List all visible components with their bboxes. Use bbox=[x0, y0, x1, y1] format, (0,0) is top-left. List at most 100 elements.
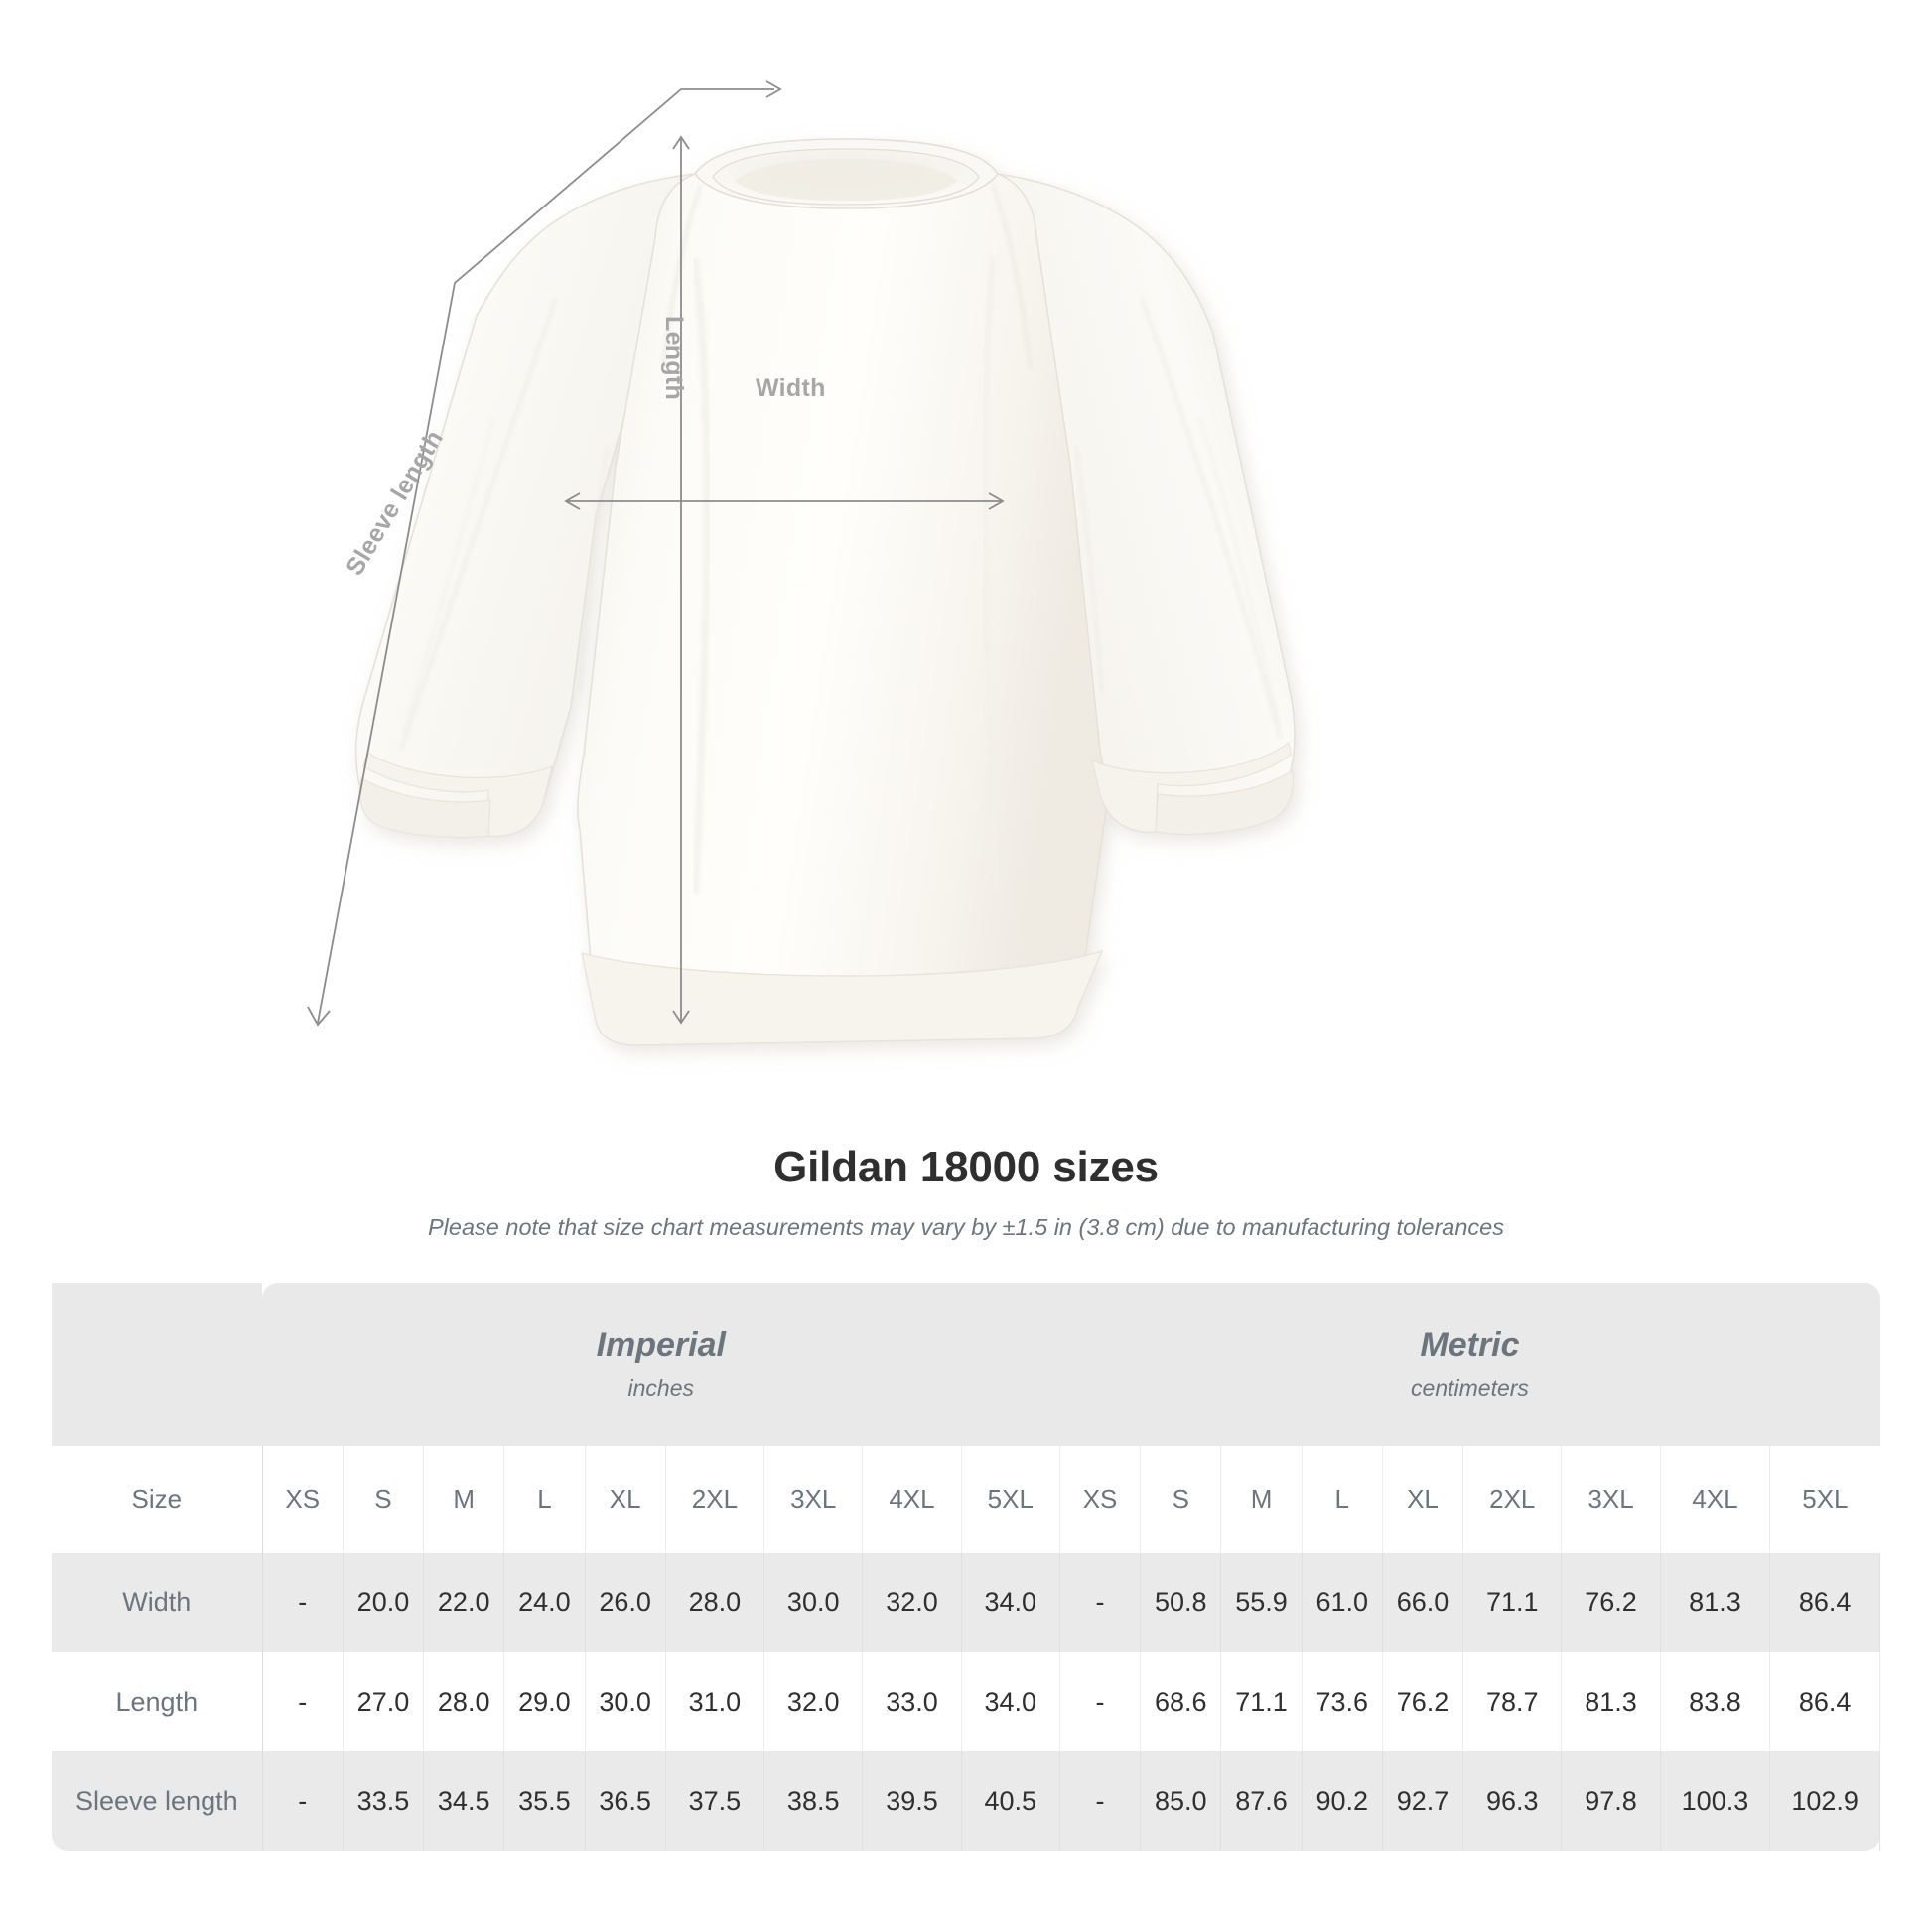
cell-sleeve-metric-xl: 92.7 bbox=[1382, 1751, 1464, 1851]
cell-length-metric-s: 68.6 bbox=[1140, 1652, 1222, 1751]
cell-length-metric-3xl: 81.3 bbox=[1561, 1652, 1661, 1751]
cell-width-imperial-s: 20.0 bbox=[343, 1553, 425, 1652]
cell-length-metric-xl: 76.2 bbox=[1382, 1652, 1464, 1751]
size-header-imperial-s: S bbox=[343, 1446, 425, 1553]
table-row: Sleeve length - 33.5 34.5 35.5 36.5 37.5… bbox=[52, 1751, 1880, 1851]
cell-width-metric-m: 55.9 bbox=[1220, 1553, 1303, 1652]
size-header-metric-3xl: 3XL bbox=[1561, 1446, 1661, 1553]
cell-sleeve-metric-2xl: 96.3 bbox=[1462, 1751, 1563, 1851]
unit-group-metric: Metric centimeters bbox=[1059, 1283, 1880, 1446]
cell-width-metric-xl: 66.0 bbox=[1382, 1553, 1464, 1652]
cell-length-imperial-3xl: 32.0 bbox=[763, 1652, 864, 1751]
cell-length-metric-5xl: 86.4 bbox=[1769, 1652, 1880, 1751]
measurement-guides bbox=[307, 80, 1005, 1027]
cell-length-imperial-xl: 30.0 bbox=[585, 1652, 666, 1751]
row-header-width: Width bbox=[52, 1553, 263, 1652]
row-header-length: Length bbox=[52, 1652, 263, 1751]
length-arrow-bottom bbox=[672, 1010, 690, 1025]
cell-sleeve-imperial-l: 35.5 bbox=[503, 1751, 586, 1851]
size-header-metric-xs: XS bbox=[1058, 1446, 1142, 1553]
title-block: Gildan 18000 sizes Please note that size… bbox=[0, 1143, 1932, 1242]
width-arrow-right bbox=[988, 492, 1005, 510]
cell-width-imperial-4xl: 32.0 bbox=[862, 1553, 962, 1652]
cell-sleeve-imperial-s: 33.5 bbox=[343, 1751, 425, 1851]
cell-width-metric-2xl: 71.1 bbox=[1462, 1553, 1563, 1652]
unit-group-metric-sub: centimeters bbox=[1411, 1374, 1529, 1401]
cell-length-imperial-s: 27.0 bbox=[343, 1652, 425, 1751]
size-header-metric-l: L bbox=[1302, 1446, 1383, 1553]
unit-banner-row: Imperial inches Metric centimeters bbox=[52, 1283, 1880, 1446]
cell-sleeve-imperial-m: 34.5 bbox=[423, 1751, 505, 1851]
cell-length-imperial-5xl: 34.0 bbox=[961, 1652, 1060, 1751]
size-header-metric-5xl: 5XL bbox=[1769, 1446, 1880, 1553]
table-row: Width - 20.0 22.0 24.0 26.0 28.0 30.0 32… bbox=[52, 1553, 1880, 1652]
cell-width-imperial-m: 22.0 bbox=[423, 1553, 505, 1652]
cell-length-metric-xs: - bbox=[1058, 1652, 1142, 1751]
tolerance-note: Please note that size chart measurements… bbox=[428, 1214, 1504, 1241]
size-header-imperial-xl: XL bbox=[585, 1446, 666, 1553]
size-header-imperial-m: M bbox=[423, 1446, 505, 1553]
length-arrow-top bbox=[672, 135, 690, 150]
size-header-imperial-2xl: 2XL bbox=[665, 1446, 765, 1553]
cell-length-metric-m: 71.1 bbox=[1220, 1652, 1303, 1751]
cell-length-imperial-l: 29.0 bbox=[503, 1652, 586, 1751]
cell-width-metric-xs: - bbox=[1058, 1553, 1142, 1652]
cell-width-imperial-xs: - bbox=[262, 1553, 344, 1652]
cell-width-imperial-5xl: 34.0 bbox=[961, 1553, 1060, 1652]
cell-width-imperial-3xl: 30.0 bbox=[763, 1553, 864, 1652]
sleeve-guide-line bbox=[317, 88, 774, 1024]
cell-length-imperial-xs: - bbox=[262, 1652, 344, 1751]
cell-width-imperial-2xl: 28.0 bbox=[665, 1553, 765, 1652]
size-header-imperial-4xl: 4XL bbox=[862, 1446, 962, 1553]
cell-length-imperial-m: 28.0 bbox=[423, 1652, 505, 1751]
unit-group-imperial: Imperial inches bbox=[262, 1283, 1060, 1446]
cell-length-imperial-2xl: 31.0 bbox=[665, 1652, 765, 1751]
size-header-imperial-5xl: 5XL bbox=[961, 1446, 1060, 1553]
size-chart-table: Imperial inches Metric centimeters Size … bbox=[52, 1283, 1880, 1851]
size-header-metric-xl: XL bbox=[1382, 1446, 1464, 1553]
cell-width-metric-3xl: 76.2 bbox=[1561, 1553, 1661, 1652]
width-label: Width bbox=[756, 374, 826, 402]
cell-sleeve-metric-l: 90.2 bbox=[1302, 1751, 1383, 1851]
cell-sleeve-imperial-xl: 36.5 bbox=[585, 1751, 666, 1851]
sweatshirt-body bbox=[354, 138, 1296, 1046]
cell-length-metric-2xl: 78.7 bbox=[1462, 1652, 1563, 1751]
size-header-metric-s: S bbox=[1140, 1446, 1222, 1553]
cell-length-metric-l: 73.6 bbox=[1302, 1652, 1383, 1751]
unit-group-imperial-sub: inches bbox=[627, 1374, 695, 1401]
size-chart-table-wrapper: Imperial inches Metric centimeters Size … bbox=[52, 1283, 1880, 1851]
size-header-metric-m: M bbox=[1220, 1446, 1303, 1553]
cell-sleeve-metric-4xl: 100.3 bbox=[1660, 1751, 1771, 1851]
cell-length-metric-4xl: 83.8 bbox=[1660, 1652, 1771, 1751]
unit-group-imperial-name: Imperial bbox=[596, 1326, 726, 1365]
cell-length-imperial-4xl: 33.0 bbox=[862, 1652, 962, 1751]
cell-sleeve-metric-s: 85.0 bbox=[1140, 1751, 1222, 1851]
cell-sleeve-metric-m: 87.6 bbox=[1220, 1751, 1303, 1851]
unit-banner-spacer bbox=[52, 1283, 263, 1446]
cell-sleeve-metric-xs: - bbox=[1058, 1751, 1142, 1851]
cell-sleeve-imperial-3xl: 38.5 bbox=[763, 1751, 864, 1851]
size-header-row: Size XS S M L XL 2XL 3XL 4XL 5XL XS S M … bbox=[52, 1446, 1880, 1553]
column-header-size: Size bbox=[52, 1446, 263, 1553]
table-row: Length - 27.0 28.0 29.0 30.0 31.0 32.0 3… bbox=[52, 1652, 1880, 1751]
size-header-metric-2xl: 2XL bbox=[1462, 1446, 1563, 1553]
cell-sleeve-imperial-xs: - bbox=[262, 1751, 344, 1851]
unit-group-metric-name: Metric bbox=[1420, 1326, 1520, 1365]
cell-width-metric-l: 61.0 bbox=[1302, 1553, 1383, 1652]
cell-width-metric-4xl: 81.3 bbox=[1660, 1553, 1771, 1652]
cell-sleeve-imperial-4xl: 39.5 bbox=[862, 1751, 962, 1851]
cell-sleeve-metric-5xl: 102.9 bbox=[1769, 1751, 1880, 1851]
sleeve-arrow-top bbox=[765, 80, 782, 98]
cell-sleeve-imperial-2xl: 37.5 bbox=[665, 1751, 765, 1851]
sweatshirt-diagram bbox=[307, 80, 1296, 1046]
size-header-imperial-xs: XS bbox=[262, 1446, 344, 1553]
cell-width-imperial-xl: 26.0 bbox=[585, 1553, 666, 1652]
size-header-metric-4xl: 4XL bbox=[1660, 1446, 1771, 1553]
cell-sleeve-imperial-5xl: 40.5 bbox=[961, 1751, 1060, 1851]
cell-width-imperial-l: 24.0 bbox=[503, 1553, 586, 1652]
width-arrow-left bbox=[564, 492, 581, 510]
row-header-sleeve-length: Sleeve length bbox=[52, 1751, 263, 1851]
garment-illustration: Length Width Sleeve length bbox=[307, 80, 1296, 1046]
page-title: Gildan 18000 sizes bbox=[773, 1143, 1159, 1191]
cell-width-metric-s: 50.8 bbox=[1140, 1553, 1222, 1652]
